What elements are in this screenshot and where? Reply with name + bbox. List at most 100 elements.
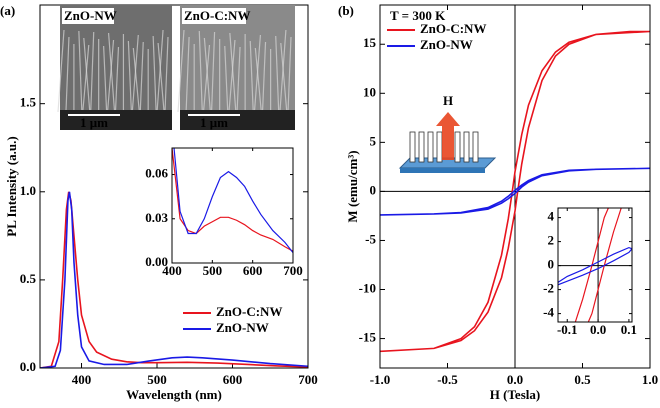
plot-frame bbox=[39, 4, 309, 369]
x-tick-label: 0.1 bbox=[621, 322, 637, 337]
y-axis-label: M (emu/cm³) bbox=[345, 150, 360, 222]
sem-texture bbox=[157, 42, 165, 113]
y-tick-label: 4 bbox=[548, 209, 555, 224]
sem-texture bbox=[131, 34, 139, 113]
y-tick-label: 5 bbox=[370, 133, 377, 148]
legend-label: ZnO-NW bbox=[420, 37, 473, 52]
sem-texture bbox=[83, 37, 91, 113]
y-tick-label: 1.5 bbox=[20, 95, 37, 110]
x-tick-label: 0.5 bbox=[574, 372, 591, 387]
y-tick-label: 1.0 bbox=[20, 183, 36, 198]
scale-label: 1 μm bbox=[200, 115, 228, 130]
sem-texture bbox=[177, 29, 185, 113]
plot-frame bbox=[557, 207, 633, 323]
sem-label-bg bbox=[62, 8, 114, 24]
sem-texture bbox=[198, 30, 203, 113]
legend-label: ZnO-C:NW bbox=[420, 21, 486, 36]
data-line bbox=[380, 30, 650, 353]
sem-texture bbox=[132, 47, 140, 113]
y-tick-label: 0.0 bbox=[20, 359, 36, 374]
sem-texture bbox=[106, 39, 115, 113]
sem-texture bbox=[65, 36, 70, 113]
y-tick-label: 0 bbox=[548, 257, 555, 272]
y-tick-label: -4 bbox=[543, 305, 554, 320]
panel-label: (b) bbox=[338, 3, 354, 18]
field-icon bbox=[398, 112, 497, 173]
sem-texture bbox=[254, 47, 262, 113]
data-line bbox=[40, 191, 308, 368]
sem-texture bbox=[229, 32, 237, 113]
sem-texture bbox=[249, 40, 254, 113]
sem-texture bbox=[275, 35, 280, 113]
sem-texture bbox=[139, 41, 144, 113]
plot-frame bbox=[171, 147, 294, 264]
y-tick-label: 2 bbox=[548, 233, 555, 248]
sem-texture bbox=[261, 41, 267, 113]
sem-texture bbox=[103, 45, 108, 113]
plot-frame bbox=[379, 4, 651, 369]
x-tick-label: 1.0 bbox=[642, 372, 658, 387]
legend-label: ZnO-NW bbox=[216, 320, 269, 335]
sem-texture bbox=[287, 36, 292, 113]
y-tick-label: -2 bbox=[543, 281, 554, 296]
annotation: T = 300 K bbox=[390, 8, 446, 23]
icon-label: H bbox=[443, 93, 453, 108]
x-tick-label: 0.0 bbox=[590, 322, 606, 337]
plot-area bbox=[558, 208, 632, 322]
plot-area bbox=[172, 148, 293, 263]
x-tick-label: -0.5 bbox=[437, 372, 458, 387]
sem-texture bbox=[57, 29, 65, 113]
sem-texture bbox=[114, 46, 120, 113]
sem-label: ZnO-NW bbox=[64, 8, 117, 23]
x-axis-label: Wavelength (nm) bbox=[126, 387, 222, 402]
sem-texture bbox=[156, 29, 164, 113]
sem-texture bbox=[152, 35, 157, 113]
data-line bbox=[380, 167, 650, 216]
sem-scale-strip bbox=[60, 110, 172, 130]
x-tick-label: 600 bbox=[223, 372, 243, 387]
sem-texture bbox=[253, 34, 262, 113]
scale-label: 1 μm bbox=[80, 115, 108, 130]
chart-panel: 400 500 600 700 0.00 0.03 0.06 bbox=[145, 147, 303, 278]
y-tick-label: -10 bbox=[359, 280, 376, 295]
chart-panel: -0.1 0.0 0.1 -4 -2 0 2 4 bbox=[543, 207, 637, 337]
x-axis-label: H (Tesla) bbox=[490, 387, 540, 402]
y-axis-label: PL Intensity (a.u.) bbox=[4, 136, 19, 236]
x-tick-label: -0.1 bbox=[557, 322, 578, 337]
sem-texture bbox=[228, 39, 236, 113]
sem-texture bbox=[164, 36, 169, 113]
x-tick-label: 700 bbox=[298, 372, 318, 387]
y-tick-label: 0 bbox=[370, 182, 377, 197]
sem-texture bbox=[280, 42, 288, 113]
x-tick-label: 400 bbox=[162, 263, 182, 278]
y-tick-label: 0.03 bbox=[145, 210, 168, 225]
x-tick-label: 400 bbox=[72, 372, 92, 387]
sem-texture bbox=[185, 36, 190, 113]
x-tick-label: 600 bbox=[243, 263, 263, 278]
x-tick-label: 700 bbox=[283, 263, 303, 278]
sem-texture bbox=[127, 40, 132, 113]
y-tick-label: 15 bbox=[363, 35, 377, 50]
sem-label-bg bbox=[182, 8, 246, 24]
x-tick-label: 0.0 bbox=[507, 372, 523, 387]
legend-label: ZnO-C:NW bbox=[216, 304, 282, 319]
sem-texture bbox=[107, 32, 116, 113]
data-line bbox=[172, 148, 293, 252]
sem-label: ZnO-C:NW bbox=[184, 8, 250, 23]
sem-texture bbox=[210, 31, 216, 113]
x-tick-label: 500 bbox=[203, 263, 223, 278]
data-line bbox=[173, 148, 293, 254]
x-tick-label: -1.0 bbox=[370, 372, 391, 387]
sem-texture bbox=[224, 45, 229, 113]
sem-texture bbox=[202, 44, 211, 113]
sem-texture bbox=[82, 44, 90, 113]
sem-texture bbox=[90, 31, 95, 113]
y-tick-label: 10 bbox=[363, 84, 376, 99]
sem-texture bbox=[279, 29, 287, 113]
y-tick-label: 0.06 bbox=[145, 166, 168, 181]
x-tick-label: 500 bbox=[147, 372, 167, 387]
chart-panel: -1.0 -0.5 0.0 0.5 1.0 -15 -10 -5 0 5 10 15 (b) H (Tes… bbox=[338, 3, 658, 402]
data-line bbox=[40, 191, 308, 368]
sem-scale-strip bbox=[180, 110, 295, 130]
